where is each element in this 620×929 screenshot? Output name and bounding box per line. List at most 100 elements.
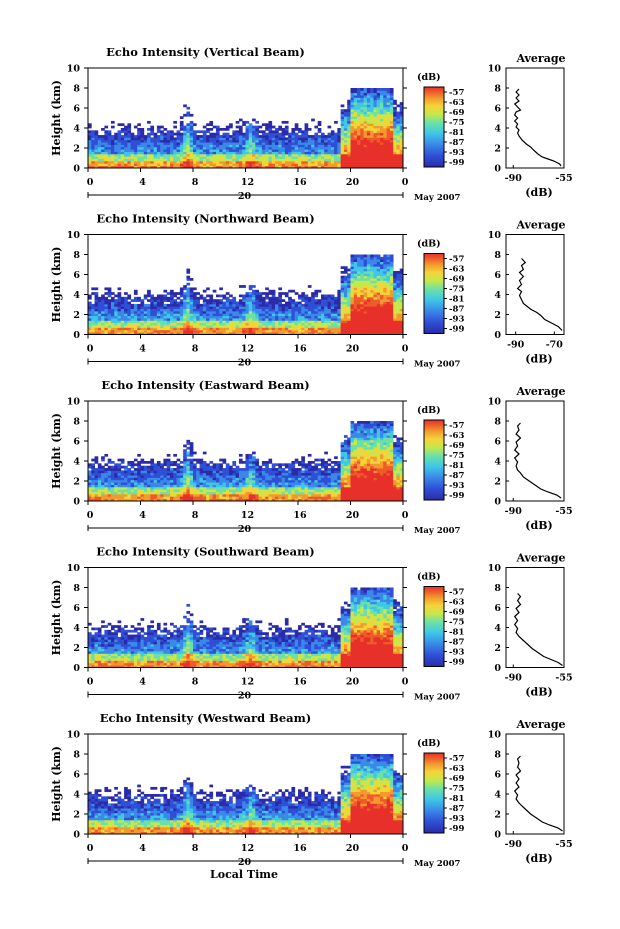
heatmap-cell <box>353 282 358 286</box>
heatmap-cell <box>275 479 279 483</box>
heatmap-cell <box>212 135 217 138</box>
heatmap-cell <box>245 327 250 331</box>
heatmap-cell <box>350 308 355 312</box>
heatmap-cell <box>242 327 246 331</box>
heatmap-cell <box>150 325 155 328</box>
heatmap-cell <box>150 156 155 159</box>
heatmap-cell <box>130 465 135 469</box>
heatmap-cell <box>183 113 187 117</box>
heatmap-cell <box>360 123 365 127</box>
heatmap-cell <box>370 95 374 98</box>
heatmap-cell <box>245 128 250 131</box>
heatmap-cell <box>199 327 204 331</box>
heatmap-cell <box>130 137 135 141</box>
heatmap-cell <box>314 294 319 298</box>
heatmap-cell <box>258 292 263 295</box>
heatmap-cell <box>225 146 230 150</box>
heatmap-cell <box>389 268 394 272</box>
heatmap-cell <box>206 318 210 321</box>
heatmap-cell <box>222 322 227 326</box>
heatmap-cell <box>173 496 177 500</box>
heatmap-cell <box>179 135 184 138</box>
heatmap-cell <box>97 470 102 474</box>
heatmap-cell <box>353 109 358 112</box>
heatmap-cell <box>94 139 99 143</box>
heatmap-cell <box>189 128 194 131</box>
heatmap-cell <box>117 327 122 331</box>
heatmap-cell <box>288 320 292 324</box>
heatmap-cell <box>120 486 125 490</box>
heatmap-cell <box>225 489 230 492</box>
heatmap-cell <box>120 493 125 497</box>
heatmap-cell <box>275 327 279 331</box>
heatmap-cell <box>350 270 355 274</box>
heatmap-cell <box>183 461 187 464</box>
heatmap-cell <box>373 142 378 145</box>
heatmap-cell <box>370 282 374 286</box>
heatmap-cell <box>366 106 371 110</box>
x-tick-label: 20 <box>346 177 360 188</box>
heatmap-cell <box>353 292 358 295</box>
heatmap-cell <box>212 315 217 319</box>
heatmap-cell <box>117 156 122 159</box>
heatmap-cell <box>268 320 273 324</box>
heatmap-cell <box>137 156 141 159</box>
heatmap-cell <box>170 320 174 324</box>
heatmap-cell <box>366 116 371 119</box>
heatmap-cell <box>370 320 374 324</box>
heatmap-cell <box>366 158 371 162</box>
heatmap-cell <box>215 125 220 129</box>
heatmap-cell <box>153 315 158 319</box>
heatmap-cell <box>110 296 115 300</box>
heatmap-cell <box>393 144 397 148</box>
heatmap-cell <box>366 310 371 314</box>
heatmap-cell <box>91 496 95 500</box>
heatmap-cell <box>209 151 214 155</box>
heatmap-cell <box>222 332 227 335</box>
heatmap-cell <box>156 301 161 305</box>
heatmap-cell <box>107 470 112 474</box>
heatmap-cell <box>229 486 233 490</box>
heatmap-cell <box>373 120 378 124</box>
heatmap-cell <box>314 165 319 169</box>
heatmap-cell <box>288 318 292 321</box>
heatmap-cell <box>193 144 197 148</box>
heatmap-cell <box>88 132 92 136</box>
heatmap-cell <box>281 149 286 152</box>
heatmap-cell <box>245 153 250 157</box>
heatmap-cell <box>252 496 256 500</box>
heatmap-cell <box>130 299 135 302</box>
heatmap-cell <box>104 329 109 333</box>
heatmap-cell <box>353 158 358 162</box>
heatmap-cell <box>268 120 273 124</box>
heatmap-cell <box>88 486 92 490</box>
heatmap-cell <box>317 144 322 148</box>
heatmap-cell <box>265 149 269 152</box>
heatmap-cell <box>88 484 92 488</box>
heatmap-cell <box>176 327 181 331</box>
heatmap-cell <box>202 313 207 317</box>
heatmap-cell <box>229 310 233 314</box>
heatmap-cell <box>199 137 204 141</box>
heatmap-cell <box>196 156 200 159</box>
heatmap-cell <box>386 106 391 110</box>
heatmap-cells <box>88 421 404 502</box>
average-y-tick-label: 8 <box>494 84 501 95</box>
heatmap-cell <box>137 142 141 145</box>
heatmap-cell <box>170 496 174 500</box>
heatmap-cell <box>229 493 233 497</box>
heatmap-cell <box>353 268 358 272</box>
heatmap-cell <box>393 320 397 324</box>
heatmap-cell <box>340 322 345 326</box>
heatmap-cell <box>301 318 305 321</box>
heatmap-cell <box>261 130 266 134</box>
heatmap-cell <box>373 296 378 300</box>
heatmap-cell <box>117 144 122 148</box>
heatmap-cell <box>107 496 112 500</box>
heatmap-cell <box>383 327 387 331</box>
heatmap-cell <box>114 160 118 164</box>
heatmap-cell <box>271 158 276 162</box>
heatmap-cell <box>189 318 194 321</box>
heatmap-cell <box>219 491 223 495</box>
heatmap-cell <box>363 278 368 281</box>
